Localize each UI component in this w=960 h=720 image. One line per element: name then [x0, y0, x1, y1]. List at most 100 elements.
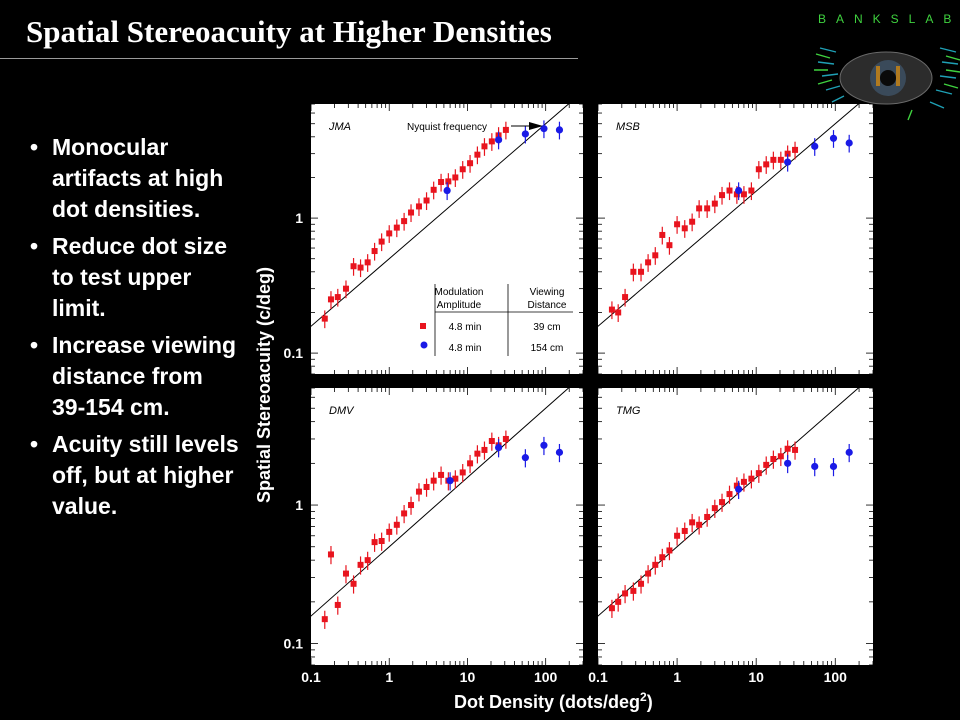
red-square-point: [401, 218, 408, 225]
red-square-point: [681, 527, 688, 534]
red-square-point: [327, 551, 334, 558]
blue-circle-point: [443, 186, 451, 195]
nyquist-label: Nyquist frequency: [407, 122, 487, 133]
panel-jma: JMA 0.1 1 Nyquist frequency Modulation Amplit…: [284, 103, 584, 375]
red-square-point: [719, 499, 726, 506]
red-square-point: [755, 166, 762, 173]
red-square-point: [408, 502, 415, 509]
plot-panel: [311, 104, 583, 374]
red-square-point: [423, 483, 430, 490]
subject-label: DMV: [329, 405, 355, 417]
red-square-point: [327, 296, 334, 303]
red-square-point: [393, 224, 400, 231]
bullet-item: • Monocular artifacts at high dot densiti…: [30, 132, 240, 225]
bullet-text: Monocular artifacts at high dot densitie…: [52, 134, 224, 222]
red-square-point: [740, 478, 747, 485]
legend-distance: 154 cm: [531, 343, 564, 354]
red-square-point: [792, 146, 799, 153]
red-square-point: [726, 187, 733, 194]
blue-circle-point: [446, 477, 454, 485]
blue-circle-point: [494, 443, 503, 452]
red-square-point: [733, 482, 740, 489]
red-square-point: [350, 263, 357, 270]
red-square-point: [615, 598, 622, 605]
red-square-point: [371, 248, 378, 255]
blue-circle-point: [845, 448, 853, 456]
red-square-point: [726, 491, 733, 498]
red-square-point: [689, 218, 696, 225]
plot-panel: [311, 388, 583, 665]
red-square-point: [704, 205, 711, 212]
red-square-point: [401, 510, 408, 517]
red-square-point: [763, 461, 770, 468]
legend-header: Viewing: [530, 287, 565, 298]
x-tick-label: 100: [534, 669, 558, 685]
bullet-text: Acuity still levels off, but at higher v…: [52, 431, 239, 519]
red-square-point: [321, 616, 328, 623]
y-tick-label: 1: [295, 497, 303, 513]
bullet-item: • Increase viewing distance from 39-154 c…: [30, 330, 240, 423]
bullet-dot: •: [30, 332, 39, 358]
red-square-point: [467, 160, 474, 167]
red-square-point: [763, 161, 770, 168]
blue-circle-point: [735, 186, 743, 195]
x-axis-title-exponent: 2: [640, 690, 647, 704]
bullet-item: • Acuity still levels off, but at higher …: [30, 429, 240, 522]
red-square-point: [681, 225, 688, 232]
red-square-point: [652, 252, 659, 259]
legend-square-marker: [420, 323, 426, 329]
red-square-point: [748, 187, 755, 194]
red-square-point: [733, 191, 740, 198]
blue-circle-point: [784, 459, 792, 467]
red-square-point: [666, 242, 673, 249]
red-square-point: [364, 259, 371, 266]
red-square-point: [659, 231, 666, 238]
red-square-point: [740, 191, 747, 198]
red-square-point: [630, 587, 637, 594]
red-square-point: [350, 580, 357, 587]
x-tick-label: 1: [385, 669, 393, 685]
red-square-point: [378, 238, 385, 245]
x-tick-label: 10: [748, 669, 764, 685]
blue-circle-point: [811, 142, 819, 150]
red-square-point: [467, 460, 474, 467]
red-square-point: [704, 513, 711, 520]
red-square-point: [622, 294, 629, 301]
red-square-point: [452, 174, 459, 181]
red-square-point: [770, 456, 777, 463]
red-square-point: [696, 521, 703, 528]
red-square-point: [792, 446, 799, 453]
red-square-point: [481, 143, 488, 150]
red-square-point: [481, 446, 488, 453]
red-square-point: [638, 580, 645, 587]
red-square-point: [608, 605, 615, 612]
red-square-point: [459, 166, 466, 173]
red-square-point: [364, 557, 371, 564]
y-tick-label: 0.1: [284, 636, 304, 652]
red-square-point: [770, 156, 777, 163]
red-square-point: [415, 203, 422, 210]
red-square-point: [393, 521, 400, 528]
panel-msb: MSB: [597, 103, 874, 375]
blue-circle-point: [521, 454, 529, 462]
axis-ticks: [597, 103, 874, 375]
red-square-point: [452, 475, 459, 482]
blue-circle-point: [555, 448, 564, 456]
red-square-point: [438, 471, 445, 478]
title-divider: [0, 58, 578, 59]
red-square-point: [615, 309, 622, 316]
x-tick-label: 10: [460, 669, 476, 685]
blue-circle-point: [555, 126, 564, 134]
axis-ticks: [597, 387, 874, 666]
red-square-point: [652, 561, 659, 568]
red-square-point: [645, 259, 652, 266]
blue-circle-point: [540, 441, 548, 449]
red-square-point: [638, 268, 645, 275]
bankslab-logo: BANKSLAB: [812, 8, 960, 126]
bullet-text: Reduce dot size to test upper limit.: [52, 233, 228, 321]
red-square-point: [784, 150, 791, 157]
subject-label: MSB: [616, 121, 640, 133]
y-tick-label: 0.1: [284, 345, 304, 361]
legend-distance: 39 cm: [533, 322, 560, 333]
